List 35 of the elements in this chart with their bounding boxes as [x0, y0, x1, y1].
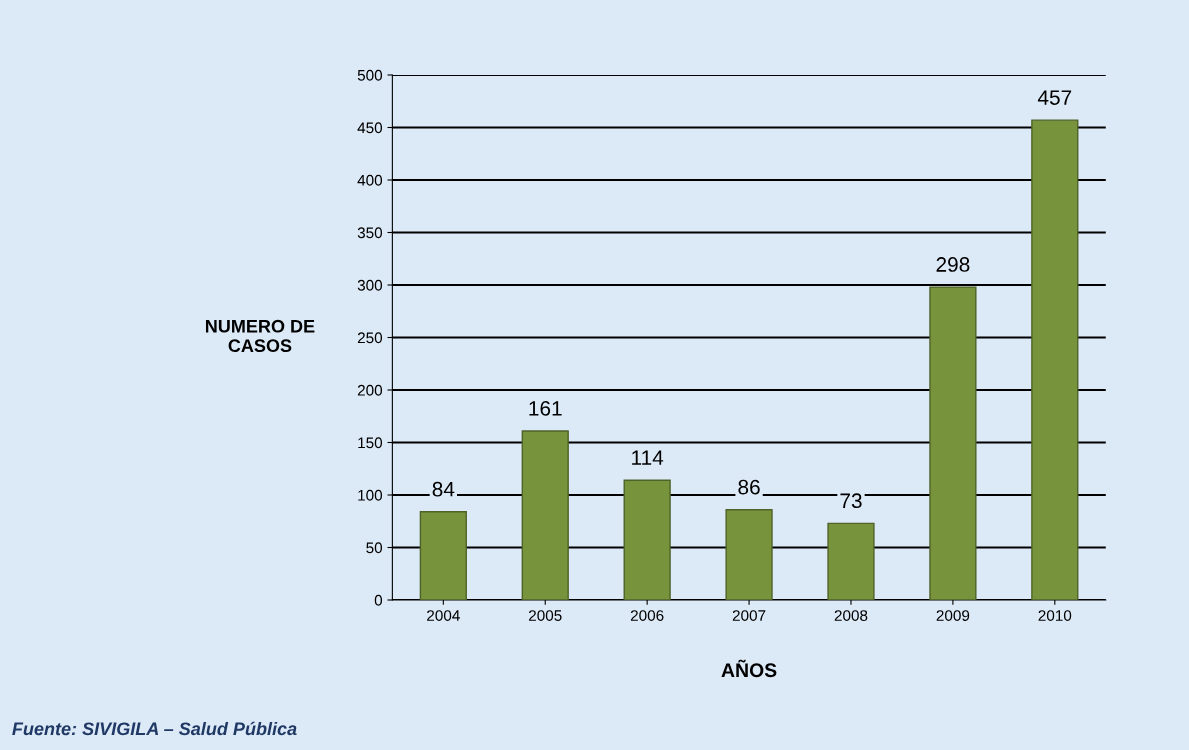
x-tick-label: 2004: [427, 610, 460, 621]
bar: [623, 479, 671, 600]
x-tick-label: 2006: [630, 610, 664, 621]
y-tick-label: 0: [374, 594, 383, 606]
y-tick-label: 450: [357, 122, 383, 134]
y-tick-label: 300: [357, 279, 383, 291]
y-tick-label: 150: [358, 437, 383, 449]
data-label: 457: [1037, 90, 1072, 105]
bar: [1031, 119, 1079, 600]
x-tick-label: 2008: [834, 610, 868, 621]
y-axis-title: NUMERO DE CASOS: [205, 319, 315, 353]
y-tick-label: 100: [358, 489, 383, 501]
bar: [827, 522, 875, 600]
x-tick-label: 2005: [529, 610, 562, 621]
x-tick-label: 2010: [1038, 610, 1072, 621]
y-tick-label: 500: [357, 69, 383, 81]
data-label: 114: [632, 450, 664, 465]
data-label: 84: [432, 481, 455, 497]
bar: [419, 511, 467, 600]
bar: [725, 509, 773, 600]
x-tick-label: 2007: [732, 610, 766, 621]
bar: [929, 286, 977, 600]
x-tick-label: 2009: [936, 610, 970, 621]
data-label: 298: [936, 257, 970, 272]
x-axis-title: AÑOS: [721, 659, 777, 678]
y-tick-label: 250: [357, 332, 383, 344]
y-tick-label: 400: [357, 174, 383, 186]
y-tick-label: 50: [366, 542, 383, 554]
data-label: 73: [840, 493, 862, 509]
source-note: Fuente: SIVIGILA – Salud Pública: [12, 721, 297, 736]
y-tick-label: 200: [357, 384, 383, 396]
y-tick-label: 350: [357, 227, 383, 239]
data-label: 86: [738, 479, 760, 495]
bar: [521, 430, 569, 600]
data-label: 161: [529, 400, 562, 416]
